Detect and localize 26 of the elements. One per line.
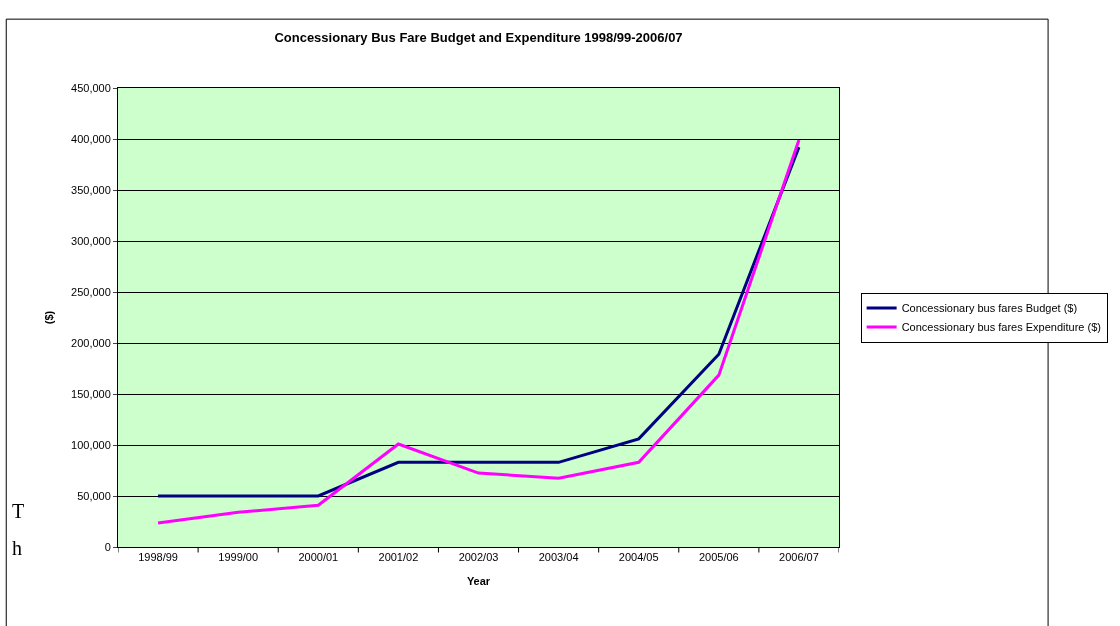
x-axis-title: Year bbox=[466, 575, 491, 588]
legend-label: Concessionary bus fares Expenditure ($) bbox=[901, 321, 1101, 334]
text: T bbox=[12, 500, 25, 522]
x-tick-label: 2001/02 bbox=[378, 551, 419, 564]
legend-label: Concessionary bus fares Budget ($) bbox=[901, 302, 1078, 315]
y-tick-label: 400,000 bbox=[71, 132, 111, 145]
x-tick-label: 1999/00 bbox=[218, 551, 259, 564]
y-tick-label: 450,000 bbox=[71, 81, 111, 94]
y-tick-label: 50,000 bbox=[77, 489, 111, 502]
x-tick-label: 1998/99 bbox=[138, 551, 178, 564]
y-tick-label: 350,000 bbox=[71, 183, 111, 196]
chart-title: Concessionary Bus Fare Budget and Expenditure 1998/99-2006/07 bbox=[274, 30, 683, 46]
y-tick-label: 0 bbox=[104, 540, 111, 553]
x-tick-label: 2004/05 bbox=[618, 551, 659, 564]
x-tick-label: 2002/03 bbox=[458, 551, 499, 564]
x-tick-label: 2005/06 bbox=[698, 551, 739, 564]
y-axis-title: ($) bbox=[42, 310, 55, 325]
x-tick-label: 2006/07 bbox=[779, 551, 819, 564]
y-tick-label: 200,000 bbox=[71, 336, 111, 349]
y-tick-label: 250,000 bbox=[71, 285, 111, 298]
y-tick-label: 100,000 bbox=[71, 438, 111, 451]
y-tick-label: 300,000 bbox=[71, 234, 111, 247]
y-tick-label: 150,000 bbox=[71, 387, 111, 400]
x-tick-label: 2000/01 bbox=[298, 551, 339, 564]
text: h bbox=[12, 537, 22, 559]
x-tick-label: 2003/04 bbox=[538, 551, 579, 564]
